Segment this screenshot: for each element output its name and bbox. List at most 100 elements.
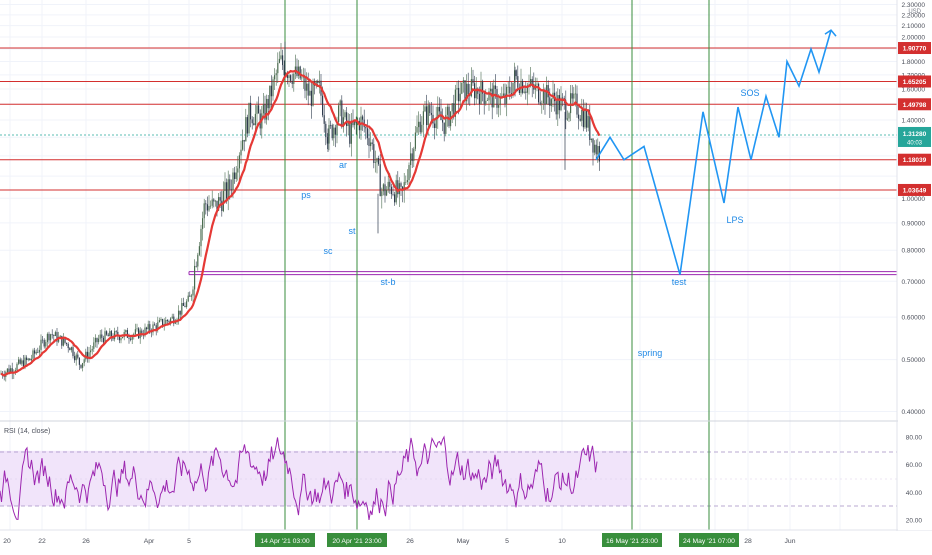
candle-body — [488, 91, 490, 101]
candle-body — [189, 295, 191, 297]
candle-body — [530, 79, 532, 85]
moving-average-line — [0, 69, 601, 377]
candle-body — [288, 75, 290, 79]
candle-body — [571, 93, 573, 99]
price-level-tag — [898, 183, 931, 196]
candle-body — [379, 164, 381, 197]
candle-body — [466, 83, 468, 102]
candle-body — [82, 363, 84, 368]
candle-body — [394, 194, 396, 203]
candle-body — [70, 347, 72, 351]
candle-body — [277, 62, 279, 74]
candle-body — [83, 359, 85, 364]
candle-body — [395, 180, 397, 203]
candle-body — [22, 360, 24, 368]
price-tick-label: 0.90000 — [902, 220, 926, 227]
candle-body — [456, 87, 458, 90]
candle-body — [91, 348, 93, 351]
rsi-axis: 80.00 60.00 40.00 20.00 — [906, 435, 923, 525]
candle-body — [467, 83, 469, 95]
time-tick-label: May — [457, 538, 470, 545]
candle-body — [109, 331, 111, 337]
candle-body — [218, 197, 220, 211]
price-axis-background[interactable] — [898, 0, 932, 530]
time-tick-label: 26 — [406, 538, 414, 545]
candle-body — [427, 105, 429, 126]
candle-body — [555, 101, 557, 115]
candle-body — [128, 337, 130, 339]
candle-body — [541, 103, 543, 104]
candle-body — [430, 113, 432, 115]
candle-body — [181, 303, 183, 315]
candle-body — [46, 333, 48, 343]
candle-body — [597, 146, 599, 155]
candle-body — [419, 121, 421, 133]
price-tick-label: 1.80000 — [902, 59, 926, 66]
candle-body — [330, 125, 332, 126]
candle-body — [94, 337, 96, 343]
candle-body — [400, 183, 402, 187]
candle-body — [435, 117, 437, 129]
candle-body — [560, 97, 562, 111]
candle-body — [270, 85, 272, 97]
price-tick-label: 2.30000 — [902, 2, 926, 9]
current-price-text: 1.31280 — [903, 131, 927, 138]
candle-body — [40, 339, 42, 350]
price-level-tag-text: 1.65205 — [903, 79, 927, 86]
candle-body — [186, 301, 188, 307]
candle-body — [336, 121, 338, 135]
time-tick-label: 20 — [3, 538, 11, 545]
candle-body — [283, 65, 285, 76]
candle-body — [224, 182, 226, 192]
currency-label: USD — [908, 9, 921, 15]
time-axis: 20 22 26 Apr 5 26 May 5 10 28 Jun — [3, 538, 795, 545]
candle-body — [43, 340, 45, 347]
candle-body — [306, 83, 308, 91]
candle-body — [198, 246, 200, 255]
candle-body — [507, 86, 509, 88]
candle-body — [173, 316, 175, 324]
candle-body — [293, 73, 295, 84]
candle-body — [453, 103, 455, 117]
time-tick-label: 5 — [187, 538, 191, 545]
candle-body — [458, 87, 460, 102]
candle-body — [99, 334, 101, 339]
candle-body — [358, 121, 360, 131]
projection-line — [595, 29, 832, 275]
candle-body — [210, 205, 212, 207]
candle-body — [501, 95, 503, 97]
candle-body — [38, 349, 40, 353]
candle-body — [470, 79, 472, 97]
price-tick-label: 0.80000 — [902, 248, 926, 255]
candle-body — [392, 194, 394, 195]
candle-body — [344, 112, 346, 118]
candle-body — [226, 182, 228, 199]
candle-body — [219, 197, 221, 201]
price-tick-label: 0.60000 — [902, 315, 926, 322]
candle-body — [51, 334, 53, 336]
candle-body — [155, 325, 157, 330]
candle-body — [174, 322, 176, 324]
candle-body — [184, 305, 186, 307]
candle-body — [237, 168, 239, 173]
annotation-sc: sc — [324, 246, 334, 256]
candle-body — [86, 351, 88, 359]
candle-body — [578, 114, 580, 119]
rsi-tick-label: 20.00 — [906, 518, 923, 525]
candle-body — [570, 93, 572, 114]
candle-body — [546, 85, 548, 105]
candle-body — [200, 228, 202, 247]
candle-body — [424, 106, 426, 112]
candle-body — [229, 179, 231, 190]
candle-body — [32, 350, 34, 359]
candle-body — [248, 102, 250, 134]
vertical-marker-tag — [602, 533, 662, 547]
candle-body — [557, 95, 559, 115]
price-level-tag-text: 1.03649 — [903, 187, 927, 194]
candle-body — [486, 100, 488, 101]
candle-body — [221, 200, 223, 212]
candle-body — [88, 352, 90, 359]
annotation-sos: SOS — [740, 88, 759, 98]
